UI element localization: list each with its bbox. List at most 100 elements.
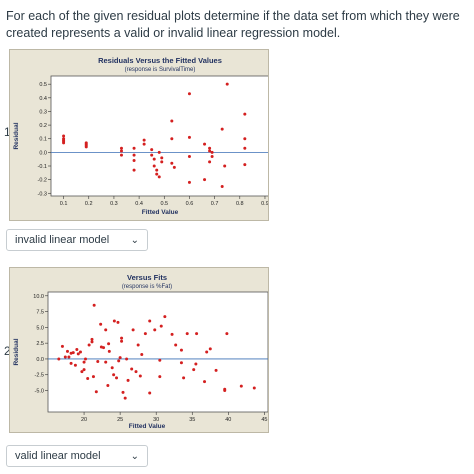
data-point [131,328,135,332]
data-point [132,159,136,163]
data-point [140,353,144,357]
data-point [208,160,212,164]
data-point [69,361,73,365]
data-point [132,146,136,150]
data-point [187,180,191,184]
data-point [76,352,80,356]
data-point [203,178,207,182]
data-point [205,350,209,354]
data-point [187,92,191,96]
data-point [92,303,96,307]
data-point [116,320,120,324]
data-point [152,164,156,168]
data-point [142,138,146,142]
x-tick-label: 45 [261,417,267,423]
x-tick-label: 0.5 [160,201,168,207]
data-point [225,332,229,336]
answer-select-1[interactable]: invalid linear model ⌄ [6,229,148,251]
data-point [132,168,136,172]
data-point [182,376,186,380]
data-point [179,361,183,365]
data-point [94,390,98,394]
data-point [203,142,207,146]
data-point [67,355,71,359]
data-point [60,344,64,348]
data-point [160,156,164,160]
data-point [120,336,124,340]
x-tick-label: 35 [189,417,195,423]
data-point [121,390,125,394]
data-point [119,146,123,150]
data-point [102,346,106,350]
data-point [80,370,84,374]
x-tick-label: 0.2 [85,201,93,207]
data-point [158,358,162,362]
chevron-down-icon: ⌄ [130,234,139,246]
data-point [123,396,127,400]
data-point [194,362,198,366]
data-point [210,154,214,158]
data-point [119,149,123,153]
x-tick-label: 0.4 [135,201,143,207]
data-point [158,375,162,379]
data-point [112,373,116,377]
x-tick-label: 0.9 [261,201,268,207]
data-point [170,161,174,165]
data-point [87,343,91,347]
data-point [136,343,140,347]
data-point [96,359,100,363]
data-point [71,351,75,355]
data-point [104,360,108,364]
x-tick-label: 0.3 [110,201,118,207]
y-tick-label: -0.1 [38,164,47,170]
x-axis-label: Fitted Value [142,209,179,216]
y-tick-label: 5.0 [36,325,44,331]
data-point [172,165,176,169]
data-point [243,163,247,167]
y-tick-label: -2.5 [35,373,44,379]
data-point [132,153,136,157]
y-tick-label: 0.5 [39,82,47,88]
data-point [214,368,218,372]
answer-select-1-value: invalid linear model [15,234,110,246]
data-point [243,112,247,116]
data-point [63,355,67,359]
chart-subtitle: (response is SurvivalTime) [125,67,196,73]
data-point [112,319,116,323]
data-point [107,349,111,353]
x-tick-label: 40 [225,417,231,423]
data-point [115,376,119,380]
data-point [160,160,164,164]
data-point [150,148,154,152]
data-point [106,383,110,387]
data-point [57,357,61,361]
data-point [126,378,130,382]
data-point [90,340,94,344]
data-point [117,359,121,363]
x-tick-label: 0.6 [186,201,194,207]
y-axis-label: Residual [13,122,20,149]
data-point [150,153,154,157]
data-point [243,137,247,141]
data-point [152,157,156,161]
data-point [157,150,161,154]
data-point [203,380,207,384]
data-point [125,357,129,361]
data-point [82,368,86,372]
x-axis-label: Fitted Value [129,423,166,430]
residual-plot-1: Residuals Versus the Fitted Values (resp… [9,49,269,221]
data-point [138,374,142,378]
data-point [157,175,161,179]
data-point [99,322,103,326]
data-point [62,134,66,138]
question-text: For each of the given residual plots det… [6,9,460,40]
y-tick-label: 10.0 [33,294,44,300]
data-point [110,366,114,370]
data-point [170,137,174,141]
data-point [192,368,196,372]
data-point [252,386,256,390]
data-point [243,146,247,150]
answer-select-2[interactable]: valid linear model ⌄ [6,445,148,467]
data-point [163,315,167,319]
chart-subtitle: (response is %Fat) [122,284,172,290]
